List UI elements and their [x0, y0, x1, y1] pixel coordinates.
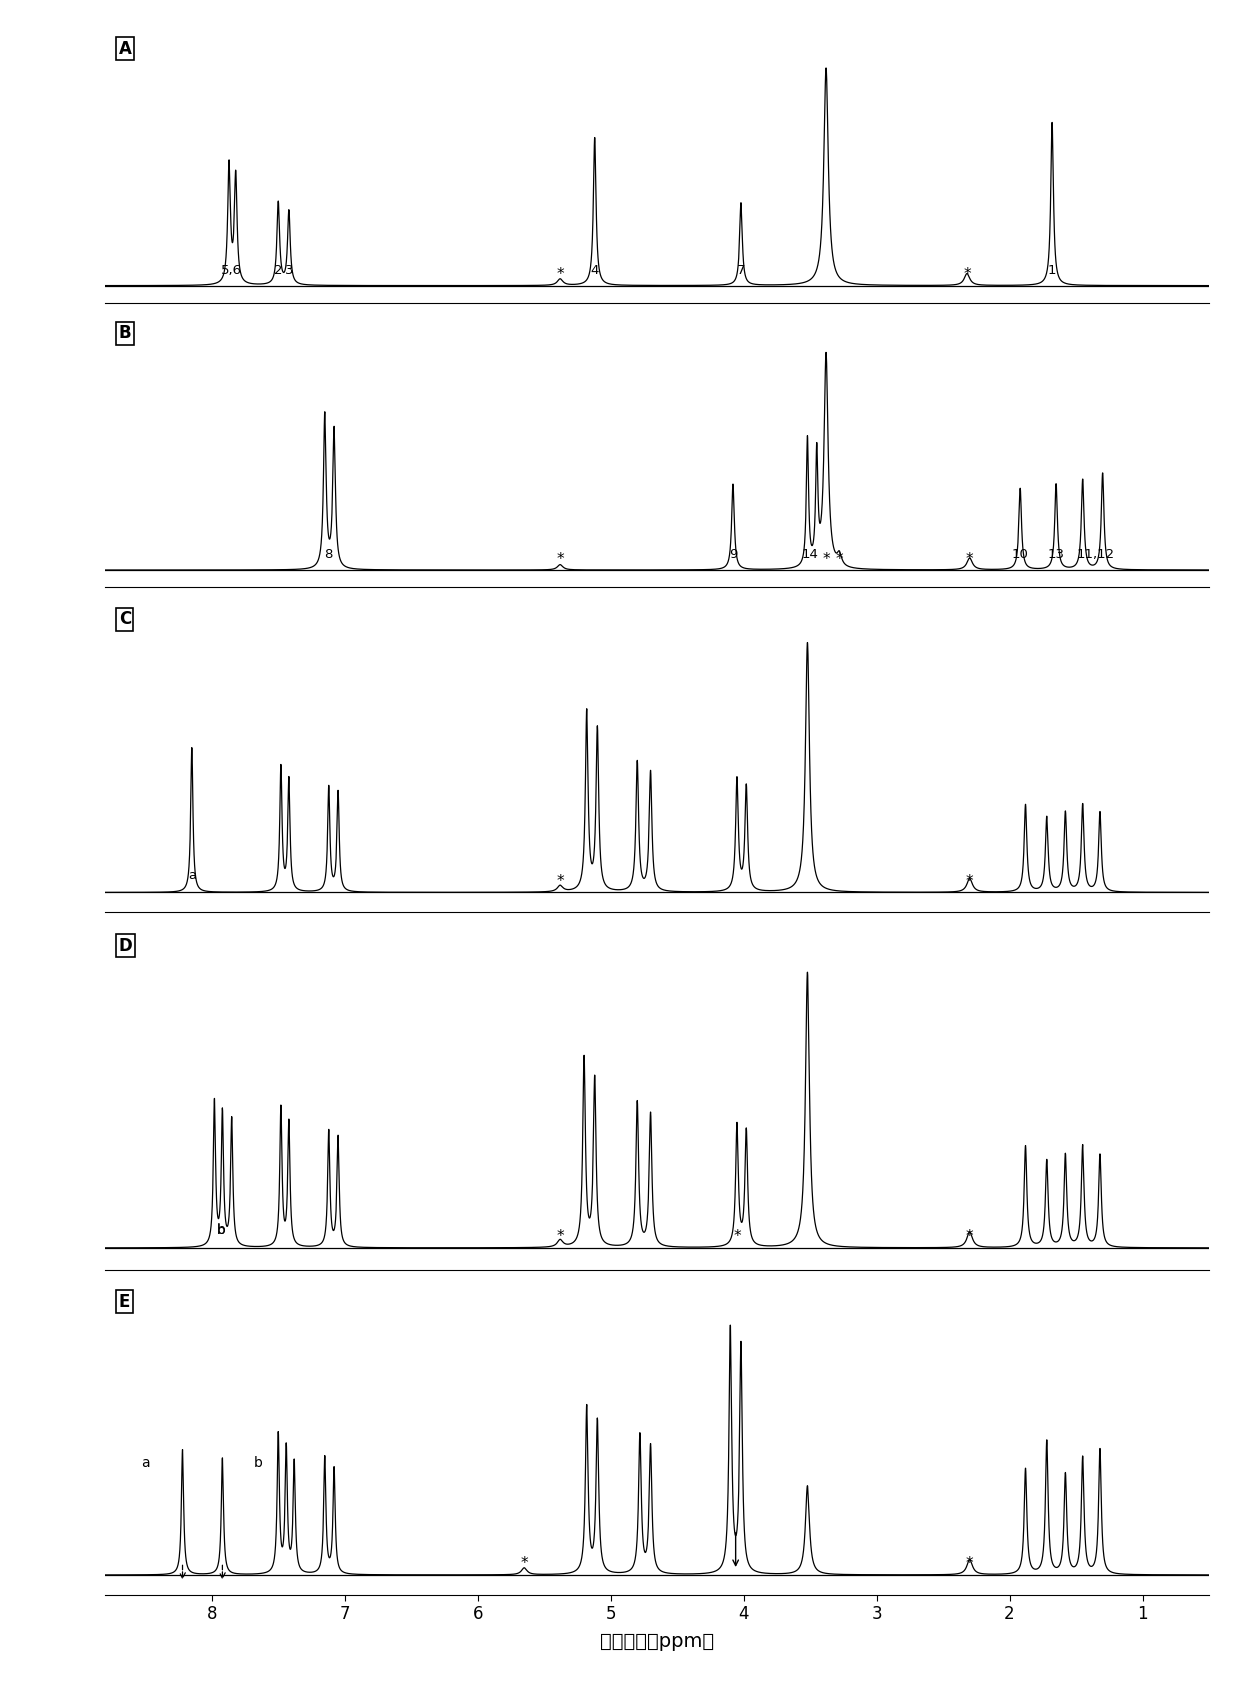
- Text: 11,12: 11,12: [1076, 547, 1115, 561]
- Text: A: A: [119, 39, 131, 58]
- Text: 2: 2: [274, 264, 283, 276]
- Text: *: *: [822, 551, 830, 566]
- Text: b: b: [254, 1456, 263, 1470]
- Text: D: D: [119, 937, 133, 954]
- Text: *: *: [963, 268, 971, 283]
- Text: *: *: [557, 268, 564, 283]
- X-axis label: 化学位移（ppm）: 化学位移（ppm）: [600, 1632, 714, 1651]
- Text: 5,6: 5,6: [221, 264, 242, 276]
- Text: *: *: [733, 1229, 740, 1244]
- Text: *: *: [966, 1556, 973, 1571]
- Text: 1: 1: [1048, 264, 1056, 276]
- Text: 3: 3: [285, 264, 293, 276]
- Text: 9: 9: [729, 547, 737, 561]
- Text: 7: 7: [737, 264, 745, 276]
- Text: a: a: [187, 870, 196, 883]
- Text: *: *: [521, 1556, 528, 1571]
- Text: B: B: [119, 324, 131, 342]
- Text: *: *: [966, 873, 973, 888]
- Text: *: *: [836, 551, 843, 566]
- Text: b: b: [217, 1224, 226, 1237]
- Text: 14: 14: [802, 547, 818, 561]
- Text: 8: 8: [325, 547, 334, 561]
- Text: a: a: [141, 1456, 150, 1470]
- Text: *: *: [557, 551, 564, 566]
- Text: 10: 10: [1012, 547, 1029, 561]
- Text: 13: 13: [1048, 547, 1065, 561]
- Text: *: *: [966, 1229, 973, 1244]
- Text: *: *: [557, 1229, 564, 1244]
- Text: *: *: [557, 873, 564, 888]
- Text: *: *: [966, 551, 973, 566]
- Text: E: E: [119, 1293, 130, 1310]
- Text: b: b: [217, 1222, 226, 1237]
- Text: C: C: [119, 610, 131, 629]
- Text: 4: 4: [590, 264, 599, 276]
